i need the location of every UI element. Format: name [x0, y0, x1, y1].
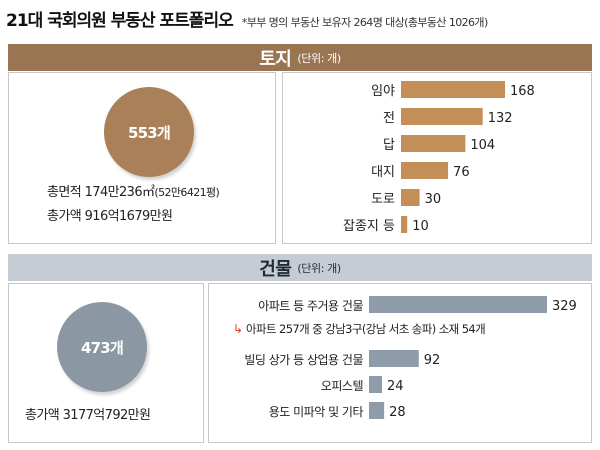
building-total-value: 총가액 3177억792만원 — [25, 408, 151, 423]
page-title: 21대 국회의원 부동산 포트폴리오 — [6, 11, 234, 31]
apartment-gangnam-note: 아파트 257개 중 강남3구(강남 서초 송파) 소재 54개 — [246, 322, 485, 336]
land-bar — [401, 81, 505, 98]
building-bar — [369, 402, 385, 419]
land-category-label: 임야 — [371, 84, 395, 99]
land-bar — [401, 216, 408, 233]
land-summary-panel: 553개 총면적 174만236㎡(52만6421평) 총가액 916억1679… — [8, 72, 276, 244]
building-category-label: 아파트 등 주거용 건물 — [258, 299, 363, 313]
building-section-title: 건물 — [259, 258, 292, 280]
land-value-label: 132 — [488, 111, 513, 126]
building-category-label: 용도 미파악 및 기타 — [269, 405, 364, 419]
header: 21대 국회의원 부동산 포트폴리오 *부부 명의 부동산 보유자 264명 대… — [6, 6, 594, 34]
land-value-label: 168 — [510, 84, 535, 99]
building-bar — [369, 296, 547, 313]
building-count: 473개 — [81, 338, 124, 357]
building-value-label: 329 — [552, 299, 577, 314]
building-section-band: 건물 (단위: 개) — [8, 254, 592, 281]
land-area-stat: 총면적 174만236㎡(52만6421평) — [47, 181, 220, 200]
land-bar — [401, 108, 483, 125]
land-count: 553개 — [128, 123, 171, 142]
land-bar — [401, 162, 449, 179]
building-count-circle: 473개 — [57, 302, 147, 392]
land-value-label: 30 — [425, 192, 442, 207]
land-area-pyeong: (52만6421평) — [154, 186, 220, 199]
land-category-label: 잡종지 등 — [343, 219, 395, 234]
building-category-label: 빌딩 상가 등 상업용 건물 — [244, 353, 363, 367]
land-value-label: 76 — [453, 165, 470, 180]
building-bar-chart: 아파트 등 주거용 건물 329 빌딩 상가 등 상업용 건물 92 오피스텔 24 용도 … — [233, 296, 577, 420]
land-bar-chart: 임야 168 전 132 답 104 대지 76 도로 30 잡종지 등 10 — [343, 81, 535, 234]
land-chart-panel: 임야 168 전 132 답 104 대지 76 도로 30 잡종지 등 10 — [282, 72, 592, 244]
building-value-label: 92 — [424, 353, 441, 368]
land-bar — [401, 189, 420, 206]
land-count-circle: 553개 — [104, 87, 194, 177]
land-section-title: 토지 — [259, 48, 292, 70]
land-section-band: 토지 (단위: 개) — [8, 44, 592, 71]
land-unit-label: (단위: 개) — [297, 51, 341, 65]
land-area-value: 총면적 174만236㎡ — [47, 185, 155, 200]
building-bar — [369, 376, 382, 393]
building-category-label: 오피스텔 — [321, 379, 364, 393]
land-category-label: 대지 — [371, 165, 395, 180]
building-value-label: 24 — [387, 379, 404, 394]
building-unit-label: (단위: 개) — [297, 261, 341, 275]
land-category-label: 답 — [383, 138, 395, 153]
building-summary-panel: 473개 총가액 3177억792만원 — [8, 283, 204, 443]
annotation-arrow: ↳ — [233, 322, 243, 336]
building-bar — [369, 350, 419, 367]
title-footnote: *부부 명의 부동산 보유자 264명 대상(총부동산 1026개) — [241, 16, 488, 29]
land-bar — [401, 135, 466, 152]
land-category-label: 도로 — [371, 192, 395, 207]
land-value-label: 10 — [412, 219, 429, 234]
building-chart-panel: 아파트 등 주거용 건물 329 빌딩 상가 등 상업용 건물 92 오피스텔 24 용도 … — [208, 283, 592, 443]
land-category-label: 전 — [383, 111, 395, 126]
land-total-value: 총가액 916억1679만원 — [47, 209, 173, 224]
building-value-label: 28 — [389, 405, 406, 420]
land-value-label: 104 — [470, 138, 495, 153]
